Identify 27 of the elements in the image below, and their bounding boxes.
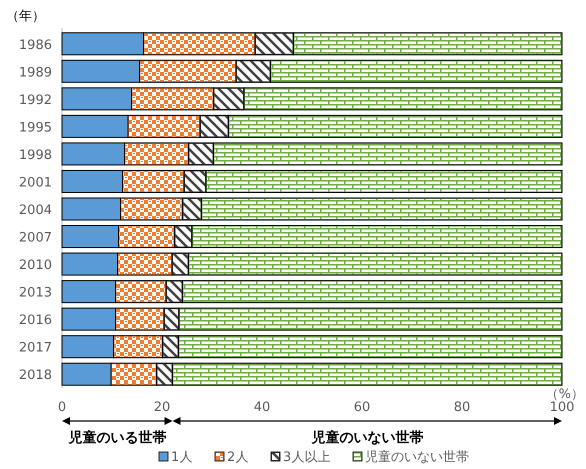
legend-label: 3人以上 — [283, 450, 330, 465]
y-tick-label: 2010 — [18, 258, 52, 274]
text: 児童のいない世帯 — [310, 429, 424, 446]
legend-label: 2人 — [227, 450, 248, 465]
x-tick-label: 0 — [58, 400, 66, 415]
x-tick-label: 80 — [454, 400, 470, 415]
y-tick-label: 1998 — [18, 148, 52, 163]
y-tick-label: 1992 — [18, 92, 52, 108]
text: 児童のいる世帯 — [67, 429, 166, 446]
y-axis-title: （年） — [6, 9, 45, 24]
y-tick-label: 2001 — [18, 175, 52, 190]
y-tick-label: 1989 — [18, 65, 52, 80]
y-tick-label: 2013 — [18, 286, 52, 301]
y-tick-label: 2018 — [18, 368, 52, 384]
y-tick-label: 2016 — [18, 313, 52, 328]
y-tick-label: 2004 — [18, 203, 52, 218]
x-tick-label: 20 — [154, 400, 170, 415]
x-axis-title: （%） — [546, 387, 584, 402]
legend-label: 児童のいない世帯 — [365, 449, 469, 465]
x-tick-label: 40 — [254, 400, 270, 415]
x-tick-label: 60 — [354, 400, 370, 415]
y-tick-label: 2017 — [18, 340, 52, 356]
y-tick-label: 2007 — [18, 230, 52, 246]
legend-label: 1人 — [171, 450, 192, 465]
y-tick-label: 1995 — [18, 120, 52, 136]
y-tick-label: 1986 — [18, 38, 52, 53]
x-tick-label: 100 — [550, 400, 574, 415]
